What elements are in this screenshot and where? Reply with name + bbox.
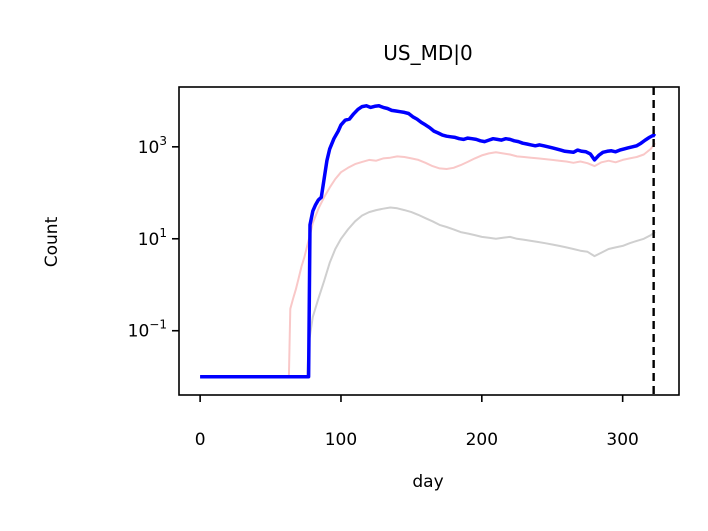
series-line-2 [200,104,657,379]
plot-series [200,104,657,379]
plot-frame [178,86,680,396]
x-axis-label: day [412,472,443,492]
series-line-1 [200,206,656,378]
y-axis: 10−1 101 103 [128,134,179,342]
y-tick-label-0: 10−1 [128,318,167,342]
y-tick-label-2: 103 [138,134,167,158]
x-tick-label-2: 200 [466,430,498,450]
x-axis: 0 100 200 300 [195,395,639,450]
x-tick-label-0: 0 [195,430,206,450]
chart-title: US_MD|0 [383,41,472,65]
x-tick-label-1: 100 [325,430,357,450]
x-tick-label-3: 300 [606,430,638,450]
series-line-0 [200,142,656,378]
y-tick-label-1: 101 [138,226,167,250]
y-axis-label: Count [42,216,62,267]
